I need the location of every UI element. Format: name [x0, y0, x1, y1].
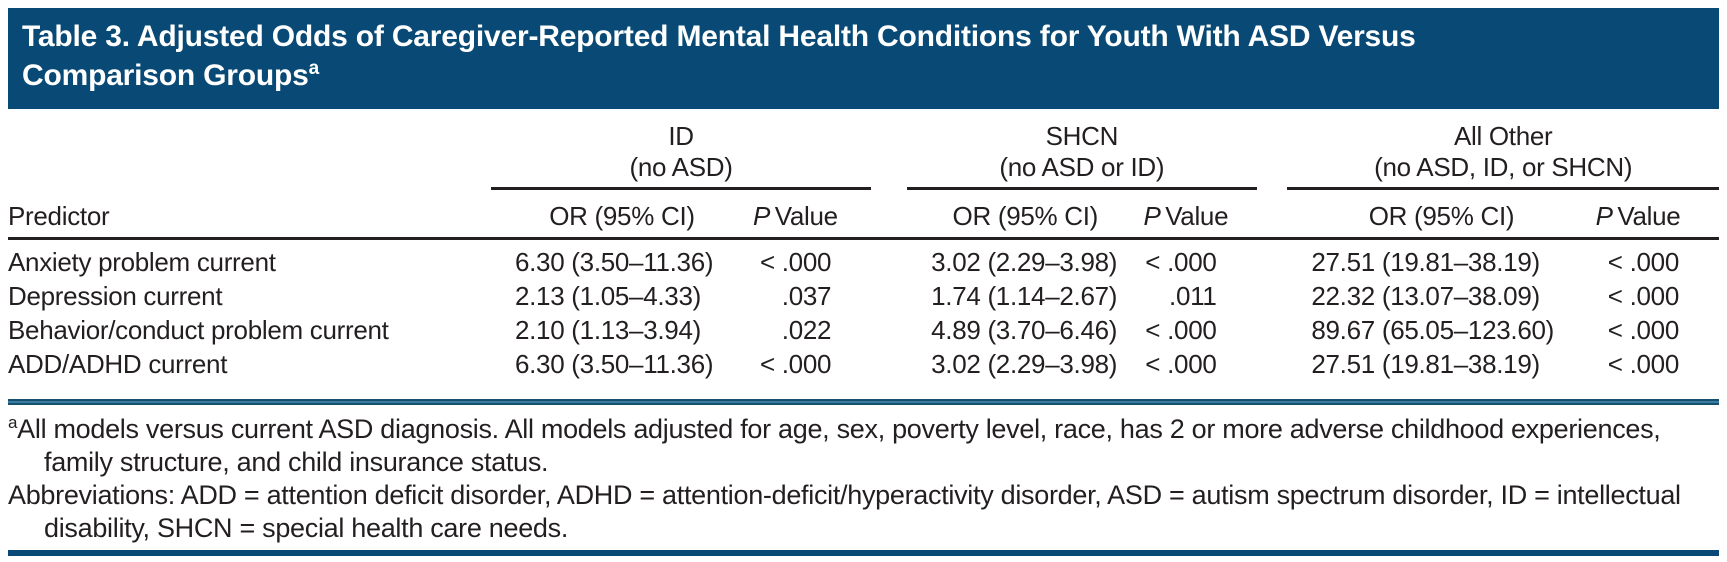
or-cell-id: 6.30 (3.50–11.36) [514, 349, 714, 379]
p-cell-id: < .000 [759, 349, 832, 379]
p-label-italic: P [753, 201, 771, 231]
predictor-cell: Behavior/conduct problem current [8, 315, 389, 345]
p-cell-id: .022 [781, 315, 832, 345]
group-header-shcn: SHCN (no ASD or ID) [907, 115, 1257, 190]
column-header-p-id: P Value [753, 188, 872, 240]
p-cell-shcn: .011 [1169, 281, 1217, 311]
group-header-id: ID (no ASD) [490, 115, 872, 190]
p-cell-shcn: < .000 [1145, 349, 1217, 379]
footnote-marker: a [8, 413, 18, 432]
table-title: Table 3. Adjusted Odds of Caregiver-Repo… [22, 17, 1701, 95]
footnote-models: aAll models versus current ASD diagnosis… [8, 413, 1719, 479]
or-cell-shcn: 3.02 (2.29–3.98) [931, 349, 1118, 379]
row-gap [1257, 279, 1288, 313]
table-title-line1: Table 3. Adjusted Odds of Caregiver-Repo… [22, 20, 1416, 53]
table-row-add-adhd: ADD/ADHD current 6.30 (3.50–11.36) < .00… [8, 347, 1719, 381]
column-header-or-id: OR (95% CI) [490, 188, 753, 240]
column-header-p-all-other: P Value [1595, 188, 1719, 240]
table-row-depression: Depression current 2.13 (1.05–4.33) .037… [8, 279, 1719, 313]
group-name: All Other [1453, 121, 1553, 151]
group-subtitle: (no ASD) [629, 152, 733, 182]
group-header-spacer [8, 115, 491, 189]
table-row-behavior-conduct: Behavior/conduct problem current 2.10 (1… [8, 313, 1719, 347]
group-name: SHCN [1045, 121, 1119, 151]
table-row-anxiety: Anxiety problem current 6.30 (3.50–11.36… [8, 239, 1719, 280]
p-label-rest: Value [774, 201, 838, 231]
column-header-p-shcn: P Value [1143, 188, 1257, 240]
table-bottom-rule [8, 399, 1719, 405]
table-title-bar: Table 3. Adjusted Odds of Caregiver-Repo… [8, 8, 1719, 109]
or-cell-all-other: 27.51 (19.81–38.19) [1311, 247, 1540, 277]
or-cell-all-other: 22.32 (13.07–38.09) [1311, 281, 1540, 311]
p-cell-all-other: < .000 [1607, 247, 1680, 277]
footnotes: aAll models versus current ASD diagnosis… [8, 413, 1719, 545]
group-header-all-other: All Other (no ASD, ID, or SHCN) [1287, 115, 1719, 190]
or-cell-shcn: 3.02 (2.29–3.98) [931, 247, 1118, 277]
group-subtitle: (no ASD or ID) [999, 152, 1165, 182]
p-label-rest: Value [1165, 201, 1229, 231]
group-header-row: ID (no ASD) SHCN (no ASD or ID) All Othe… [8, 115, 1719, 190]
or-cell-shcn: 1.74 (1.14–2.67) [931, 281, 1118, 311]
odds-table: ID (no ASD) SHCN (no ASD or ID) All Othe… [8, 115, 1719, 381]
predictor-cell: Depression current [8, 281, 223, 311]
or-cell-shcn: 4.89 (3.70–6.46) [931, 315, 1118, 345]
group-gap [871, 115, 907, 189]
predictor-cell: Anxiety problem current [8, 247, 276, 277]
column-header-or-all-other: OR (95% CI) [1287, 188, 1596, 240]
or-cell-all-other: 27.51 (19.81–38.19) [1311, 349, 1540, 379]
p-cell-all-other: < .000 [1607, 349, 1680, 379]
p-cell-all-other: < .000 [1607, 281, 1680, 311]
row-gap [871, 279, 907, 313]
row-gap [871, 347, 907, 381]
or-cell-id: 2.10 (1.13–3.94) [514, 315, 701, 345]
row-gap [1257, 239, 1288, 280]
p-cell-all-other: < .000 [1607, 315, 1680, 345]
row-gap [1257, 313, 1288, 347]
column-header-or-shcn: OR (95% CI) [907, 188, 1144, 240]
footnote-abbreviations: Abbreviations: ADD = attention deficit d… [8, 480, 1681, 543]
p-label-rest: Value [1617, 201, 1681, 231]
row-gap [871, 239, 907, 280]
or-cell-id: 2.13 (1.05–4.33) [514, 281, 701, 311]
figure-bottom-rule [8, 550, 1719, 556]
group-gap [1257, 115, 1288, 189]
p-cell-id: < .000 [759, 247, 832, 277]
or-cell-id: 6.30 (3.50–11.36) [514, 247, 714, 277]
title-footnote-marker: a [308, 58, 320, 79]
p-label-italic: P [1595, 201, 1613, 231]
row-gap [1257, 347, 1288, 381]
column-header-predictor: Predictor [8, 188, 491, 240]
p-cell-shcn: < .000 [1145, 315, 1217, 345]
footnote-models-text: All models versus current ASD diagnosis.… [17, 414, 1661, 477]
predictor-cell: ADD/ADHD current [8, 349, 228, 379]
group-subtitle: (no ASD, ID, or SHCN) [1374, 152, 1633, 182]
header-gap [1256, 188, 1288, 240]
row-gap [871, 313, 907, 347]
p-cell-id: .037 [781, 281, 832, 311]
header-gap [871, 188, 908, 240]
or-cell-all-other: 89.67 (65.05–123.60) [1311, 315, 1554, 345]
group-name: ID [668, 121, 694, 151]
column-header-row: Predictor OR (95% CI) P Value OR (95% CI)… [8, 188, 1719, 240]
table-title-line2: Comparison Groups [22, 59, 309, 92]
p-label-italic: P [1143, 201, 1161, 231]
p-cell-shcn: < .000 [1145, 247, 1217, 277]
